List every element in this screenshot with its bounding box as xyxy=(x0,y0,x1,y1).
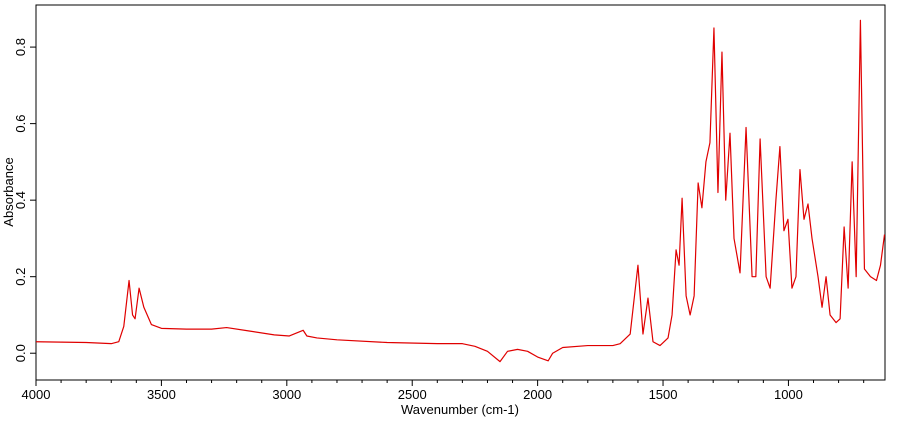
x-tick-label: 1500 xyxy=(649,387,678,402)
x-axis-label: Wavenumber (cm-1) xyxy=(401,402,519,417)
x-tick-label: 4000 xyxy=(22,387,51,402)
plot-frame xyxy=(35,4,886,381)
x-tick-label: 3000 xyxy=(272,387,301,402)
y-tick-label: 0.6 xyxy=(13,115,28,133)
y-tick-label: 0.0 xyxy=(13,344,28,362)
x-tick-label: 2500 xyxy=(398,387,427,402)
y-tick-label: 0.2 xyxy=(13,268,28,286)
y-tick-label: 0.4 xyxy=(13,191,28,209)
x-tick-label: 1000 xyxy=(774,387,803,402)
y-axis-label: Absorbance xyxy=(1,157,16,226)
x-tick-label: 3500 xyxy=(147,387,176,402)
y-tick-label: 0.8 xyxy=(13,38,28,56)
x-tick-label: 2000 xyxy=(523,387,552,402)
spectrum-line xyxy=(35,19,886,363)
